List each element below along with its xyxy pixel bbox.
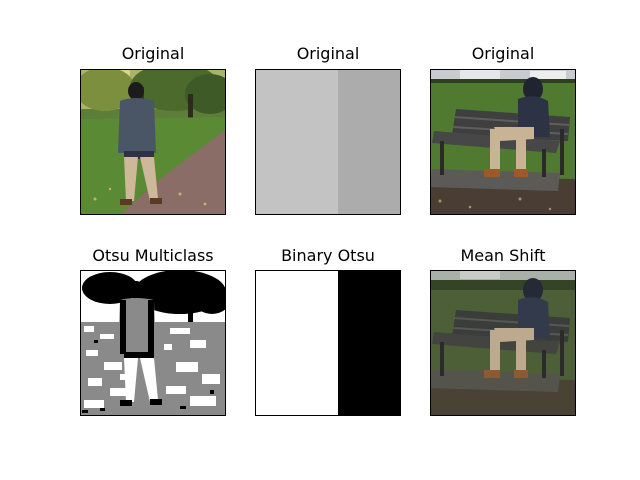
- image-binary-otsu: [255, 270, 401, 416]
- panel-title-otsu-multiclass: Otsu Multiclass: [80, 246, 226, 266]
- image-original-bench: [430, 69, 576, 215]
- panel-title-mean-shift: Mean Shift: [430, 246, 576, 266]
- image-mean-shift: [430, 270, 576, 416]
- panel-title-original-gray: Original: [255, 44, 401, 64]
- image-original-park: [80, 69, 226, 215]
- image-original-gray: [255, 69, 401, 215]
- panel-title-original-bench: Original: [430, 44, 576, 64]
- image-otsu-multiclass: [80, 270, 226, 416]
- panel-title-original-park: Original: [80, 44, 226, 64]
- panel-title-binary-otsu: Binary Otsu: [255, 246, 401, 266]
